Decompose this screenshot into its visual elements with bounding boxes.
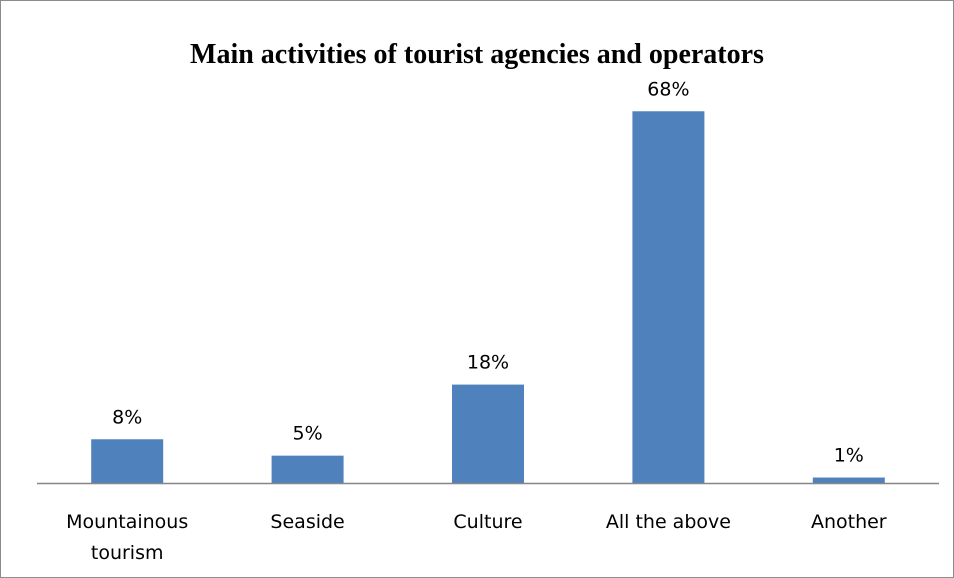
bar-0 (91, 439, 164, 483)
x-tick-label-line: Culture (453, 511, 522, 533)
data-label-0: 8% (112, 406, 142, 428)
x-tick-label-line: All the above (606, 511, 731, 533)
data-label-1: 5% (293, 423, 323, 445)
x-tick-label-line: tourism (91, 542, 164, 564)
bar-4 (812, 477, 885, 483)
bar-2 (452, 384, 524, 483)
x-tick-label-line: Seaside (270, 511, 344, 533)
x-tick-label-line: Mountainous (66, 511, 188, 533)
x-tick-labels-layer: Mountainous tourism Seaside Culture All the … (66, 511, 887, 564)
data-label-4: 1% (834, 445, 864, 467)
bars-layer (91, 111, 885, 484)
data-labels-layer: 8% 5% 18% 68% 1% (112, 78, 864, 466)
x-tick-label-3: All the above (606, 511, 731, 533)
chart-title: Main activities of tourist agencies and … (190, 39, 764, 70)
bar-3 (632, 111, 705, 484)
data-label-2: 18% (467, 352, 509, 374)
x-tick-label-4: Another (811, 511, 887, 533)
x-tick-label-line: Another (811, 511, 887, 533)
bar-1 (271, 455, 344, 483)
x-tick-label-0: Mountainous tourism (66, 511, 188, 564)
x-tick-label-2: Culture (453, 511, 522, 533)
data-label-3: 68% (647, 78, 689, 100)
x-tick-label-1: Seaside (270, 511, 344, 533)
